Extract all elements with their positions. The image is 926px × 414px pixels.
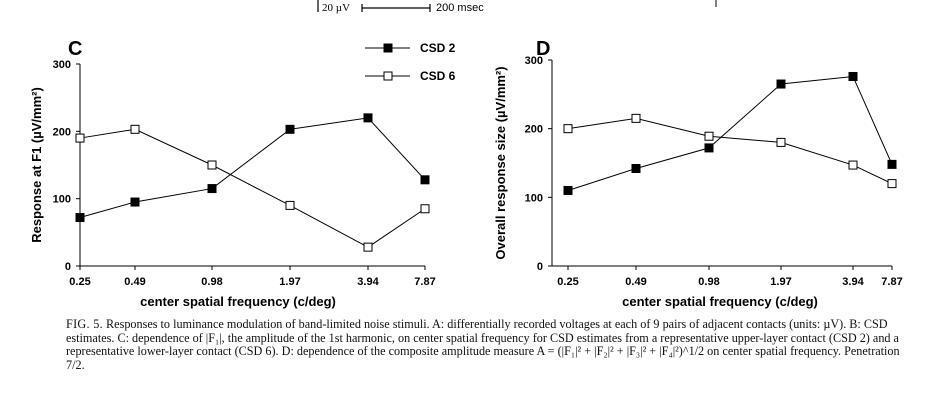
legend-label-csd2: CSD 2: [420, 41, 456, 55]
x-tick-label-d-3: 1.97: [770, 276, 791, 288]
series-line-c-csd6: [79, 128, 426, 248]
scale-bar: 20 µV 200 msec: [317, 0, 484, 14]
caption-text: Responses to luminance modulation of ban…: [66, 317, 900, 372]
y-tick-label-c-3: 300: [53, 59, 71, 71]
legend-marker-csd2: [383, 43, 393, 53]
data-point-d-csd2-5: [887, 159, 897, 169]
x-tick-label-d-1: 0.49: [625, 276, 646, 288]
y-tick-label-d-1: 100: [525, 192, 543, 204]
data-point-d-csd2-1: [631, 163, 641, 173]
figure-caption: FIG. 5. Responses to luminance modulatio…: [66, 317, 914, 372]
data-point-c-csd2-0: [75, 213, 85, 223]
y-tick-label-c-2: 200: [53, 126, 71, 138]
y-tick-label-d-0: 0: [537, 261, 543, 273]
data-point-c-csd6-5: [420, 204, 430, 214]
x-tick-label-d-0: 0.25: [557, 276, 578, 288]
y-tick-label-c-0: 0: [65, 261, 71, 273]
data-point-d-csd6-0: [563, 124, 573, 134]
x-tick-label-d-5: 7.87: [881, 276, 902, 288]
x-axis-label-d: center spatial frequency (c/deg): [622, 294, 818, 309]
legend: CSD 2 CSD 6: [365, 41, 456, 83]
panel-c: C 0 100 200 300 0.25 0.49 0.98 1.97 3.94 7.87 ce…: [29, 38, 456, 309]
x-tick-label-c-5: 7.87: [414, 276, 435, 288]
data-point-c-csd2-4: [363, 113, 373, 123]
y-tick-label-c-1: 100: [53, 194, 71, 206]
x-tick-label-d-4: 3.94: [842, 276, 864, 288]
data-point-c-csd6-4: [363, 242, 373, 252]
series-c: [75, 113, 430, 252]
data-point-c-csd6-2: [207, 160, 217, 170]
scale-bar-voltage: 20 µV: [322, 2, 350, 14]
y-axis-label-c: Response at F1 (µV/mm²): [29, 87, 44, 243]
x-tick-label-c-1: 0.49: [124, 276, 145, 288]
x-tick-label-c-4: 3.94: [357, 276, 379, 288]
panel-label-c: C: [68, 38, 82, 60]
data-point-c-csd2-2: [207, 184, 217, 194]
data-point-c-csd2-1: [130, 197, 140, 207]
x-tick-label-c-0: 0.25: [69, 276, 90, 288]
y-ticks-c: 0 100 200 300: [53, 59, 80, 273]
x-tick-label-d-2: 0.98: [698, 276, 719, 288]
data-point-c-csd6-1: [130, 124, 140, 134]
y-tick-label-d-2: 200: [525, 124, 543, 136]
y-tick-label-d-3: 300: [525, 55, 543, 67]
data-point-c-csd6-0: [75, 133, 85, 143]
x-ticks-c: 0.25 0.49 0.98 1.97 3.94 7.87: [69, 266, 436, 288]
y-axis-label-d: Overall response size (µV/mm²): [493, 66, 508, 259]
panel-label-d: D: [536, 38, 550, 60]
x-ticks-d: 0.25 0.49 0.98 1.97 3.94 7.87: [557, 266, 903, 288]
data-point-d-csd2-3: [776, 79, 786, 89]
data-point-d-csd6-1: [631, 113, 641, 123]
data-point-c-csd2-5: [420, 175, 430, 185]
x-tick-label-c-3: 1.97: [279, 276, 300, 288]
data-point-d-csd6-3: [776, 137, 786, 147]
data-point-d-csd6-4: [848, 160, 858, 170]
data-point-c-csd2-3: [285, 124, 295, 134]
x-tick-label-c-2: 0.98: [201, 276, 222, 288]
figure-canvas: 20 µV 200 msec C 0 100 200 300 0.25 0.49 0.98…: [29, 0, 903, 309]
data-point-d-csd2-4: [848, 71, 858, 81]
series-line-c-csd2: [79, 117, 426, 219]
data-point-d-csd2-2: [704, 143, 714, 153]
legend-label-csd6: CSD 6: [420, 69, 456, 83]
series-d: [563, 71, 897, 195]
series-line-d-csd6: [567, 117, 893, 185]
series-line-d-csd2: [567, 75, 893, 191]
legend-marker-csd6: [383, 71, 393, 81]
caption-fig-label: FIG. 5.: [66, 317, 103, 331]
panel-d: D 0 100 200 300 0.25 0.49 0.98 1.97 3.94 7.87 ce…: [493, 38, 903, 309]
data-point-d-csd6-2: [704, 131, 714, 141]
data-point-d-csd6-5: [887, 179, 897, 189]
data-point-c-csd6-3: [285, 200, 295, 210]
scale-bar-time: 200 msec: [436, 2, 484, 14]
data-point-d-csd2-0: [563, 185, 573, 195]
y-ticks-d: 0 100 200 300: [525, 55, 552, 273]
x-axis-label-c: center spatial frequency (c/deg): [140, 294, 336, 309]
